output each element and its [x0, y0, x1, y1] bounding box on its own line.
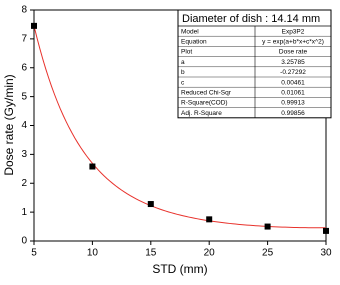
- table-title: Diameter of dish : 14.14 mm: [182, 13, 320, 25]
- y-tick-label: 5: [21, 91, 27, 102]
- y-tick-label: 6: [21, 62, 27, 73]
- x-tick-label: 25: [262, 248, 274, 259]
- table-cell: -0.27292: [280, 69, 306, 76]
- data-point: [147, 201, 154, 208]
- table-cell: b: [181, 69, 185, 76]
- y-tick-label: 1: [21, 207, 27, 218]
- table-cell: Dose rate: [279, 49, 308, 56]
- table-cell: a: [181, 59, 185, 66]
- table-cell: 0.01061: [281, 90, 305, 97]
- table-cell: 0.99913: [281, 100, 305, 107]
- x-tick-label: 10: [87, 248, 99, 259]
- table-cell: Model: [181, 28, 199, 35]
- y-tick-label: 4: [21, 120, 27, 131]
- data-point: [89, 163, 96, 170]
- table-cell: Equation: [181, 39, 207, 46]
- data-point: [323, 227, 329, 234]
- table-cell: Reduced Chi-Sqr: [181, 90, 232, 97]
- table-cell: Plot: [181, 49, 192, 56]
- y-tick-label: 3: [21, 149, 27, 160]
- table-frame: [177, 9, 332, 119]
- table-cell: c: [181, 79, 185, 86]
- table-cell: Exp3P2: [282, 28, 305, 35]
- x-tick-label: 15: [145, 248, 157, 259]
- y-tick-label: 0: [21, 236, 27, 247]
- y-tick-label: 2: [21, 178, 27, 189]
- y-tick-label: 7: [21, 34, 27, 45]
- data-point: [31, 22, 37, 29]
- x-tick-label: 20: [204, 248, 216, 259]
- x-tick-label: 5: [31, 248, 37, 259]
- y-tick-label: 8: [21, 5, 27, 16]
- table-cell: R-Square(COD): [181, 100, 228, 107]
- data-point: [264, 223, 271, 230]
- table-cell: Adj. R-Square: [181, 110, 222, 117]
- table-cell: 0.99856: [281, 110, 305, 117]
- table-cell: y = exp(a+b*x+c*x^2): [262, 39, 324, 46]
- data-point: [206, 216, 213, 223]
- table-cell: 0.00461: [281, 79, 305, 86]
- table-cell: 3.25785: [281, 59, 305, 66]
- y-axis-label: Dose rate (Gy/min): [2, 74, 16, 175]
- fit-curve: [33, 25, 327, 229]
- x-tick-label: 30: [320, 248, 332, 259]
- x-axis-label: STD (mm): [152, 262, 207, 276]
